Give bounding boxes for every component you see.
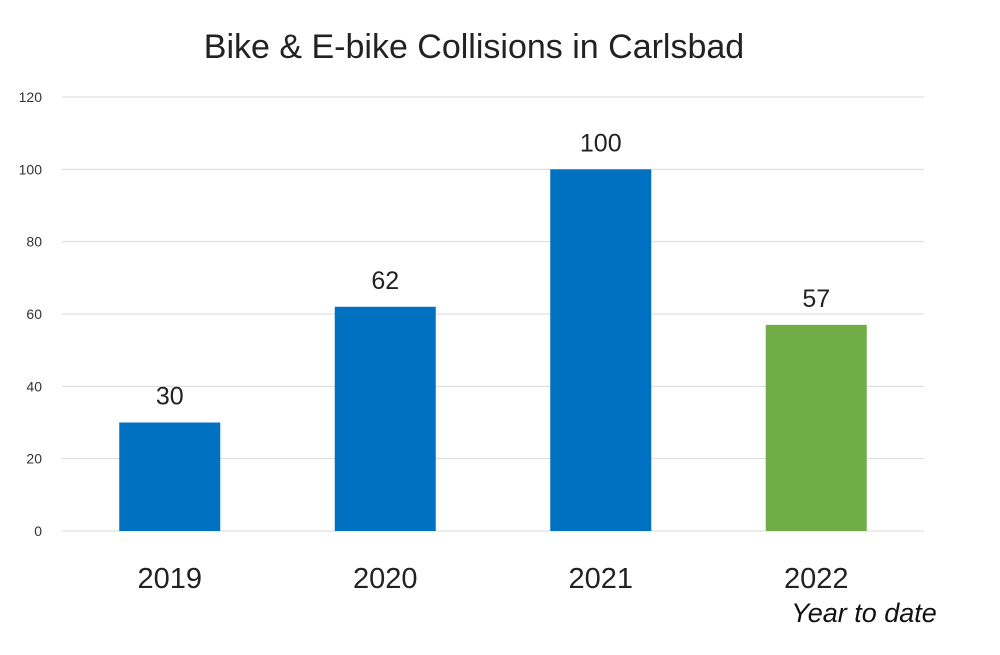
data-label-2019: 30	[156, 383, 184, 411]
y-tick-label: 120	[19, 89, 43, 105]
bar-2021	[550, 169, 652, 532]
y-tick-label: 0	[34, 523, 42, 539]
x-axis-ticks: 2019 2020 2021 2022	[137, 563, 848, 595]
data-labels: 30 62 100 57	[156, 129, 830, 410]
x-tick-label-2019: 2019	[137, 563, 202, 595]
y-axis-ticks: 0 20 40 60 80 100 120	[19, 89, 43, 539]
data-label-2020: 62	[371, 267, 399, 295]
x-tick-label-2021: 2021	[568, 563, 633, 595]
x-tick-label-2020: 2020	[353, 563, 418, 595]
y-tick-label: 60	[26, 306, 42, 322]
y-tick-label: 100	[19, 161, 43, 177]
data-label-2021: 100	[580, 129, 622, 157]
chart-title: Bike & E-bike Collisions in Carlsbad	[204, 28, 744, 66]
year-to-date-annotation: Year to date	[791, 598, 937, 628]
bar-2020	[334, 306, 436, 531]
y-tick-label: 80	[26, 234, 42, 250]
y-tick-label: 40	[26, 378, 42, 394]
bar-2022	[765, 324, 867, 531]
bars	[119, 169, 867, 532]
bar-2019	[119, 422, 221, 531]
data-label-2022: 57	[802, 285, 830, 313]
y-tick-label: 20	[26, 451, 42, 467]
x-tick-label-2022: 2022	[784, 563, 849, 595]
